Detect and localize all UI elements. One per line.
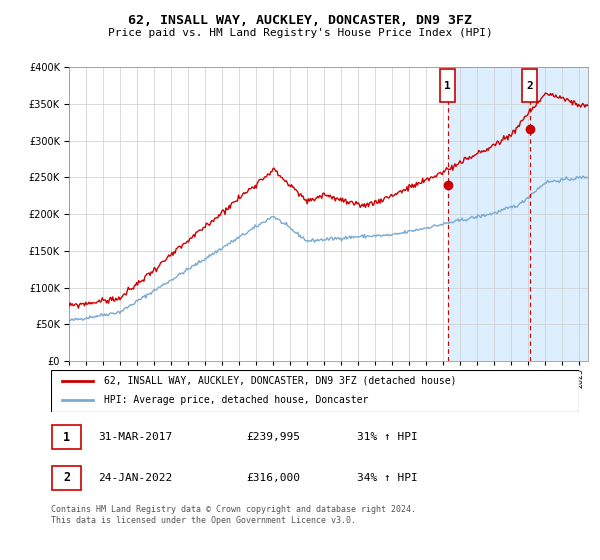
FancyBboxPatch shape xyxy=(52,425,81,449)
FancyBboxPatch shape xyxy=(52,465,81,490)
Text: £239,995: £239,995 xyxy=(247,432,301,442)
Text: HPI: Average price, detached house, Doncaster: HPI: Average price, detached house, Donc… xyxy=(104,395,368,405)
Bar xyxy=(448,67,588,361)
Text: Contains HM Land Registry data © Crown copyright and database right 2024.
This d: Contains HM Land Registry data © Crown c… xyxy=(51,505,416,525)
Text: Price paid vs. HM Land Registry's House Price Index (HPI): Price paid vs. HM Land Registry's House … xyxy=(107,28,493,38)
Text: £316,000: £316,000 xyxy=(247,473,301,483)
Text: 1: 1 xyxy=(63,431,70,444)
FancyBboxPatch shape xyxy=(51,370,579,412)
Text: 1: 1 xyxy=(444,81,451,91)
Text: 62, INSALL WAY, AUCKLEY, DONCASTER, DN9 3FZ: 62, INSALL WAY, AUCKLEY, DONCASTER, DN9 … xyxy=(128,14,472,27)
Text: 24-JAN-2022: 24-JAN-2022 xyxy=(98,473,173,483)
Text: 31% ↑ HPI: 31% ↑ HPI xyxy=(357,432,418,442)
Text: 2: 2 xyxy=(63,471,70,484)
FancyBboxPatch shape xyxy=(522,69,537,102)
FancyBboxPatch shape xyxy=(440,69,455,102)
Text: 62, INSALL WAY, AUCKLEY, DONCASTER, DN9 3FZ (detached house): 62, INSALL WAY, AUCKLEY, DONCASTER, DN9 … xyxy=(104,376,457,386)
Text: 2: 2 xyxy=(526,81,533,91)
Text: 31-MAR-2017: 31-MAR-2017 xyxy=(98,432,173,442)
Text: 34% ↑ HPI: 34% ↑ HPI xyxy=(357,473,418,483)
